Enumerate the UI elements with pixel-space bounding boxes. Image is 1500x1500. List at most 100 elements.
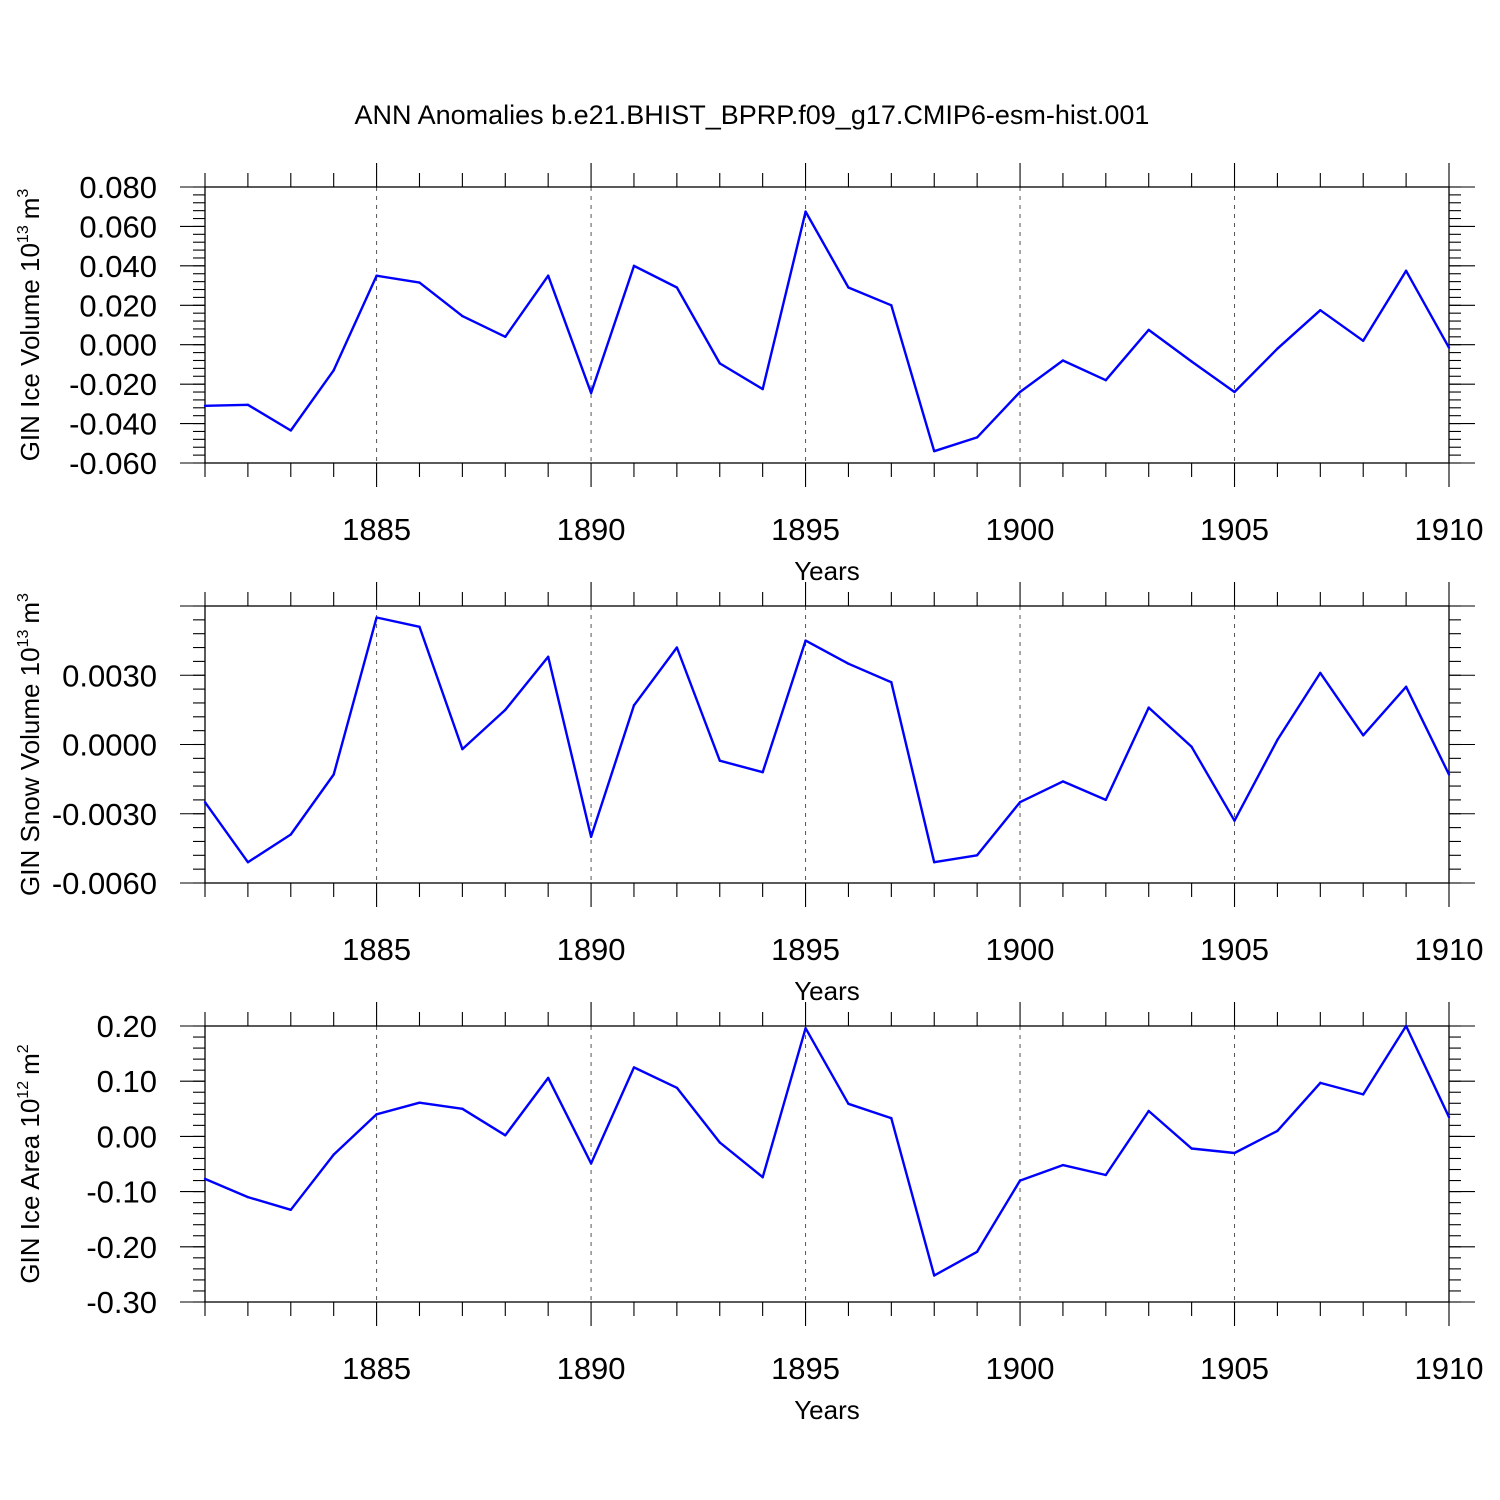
data-point (203, 404, 207, 408)
data-point (1147, 328, 1150, 332)
data-point (375, 616, 378, 619)
data-point (1404, 1024, 1408, 1028)
x-tick-label: 1910 (1415, 1351, 1484, 1386)
data-point (289, 833, 292, 836)
data-point (461, 314, 464, 318)
y-axis-label: GIN Ice Area 1012m2 (15, 1044, 45, 1283)
y-tick-label: 0.0030 (62, 658, 157, 693)
x-tick-label: 1885 (342, 932, 411, 967)
data-point (847, 1102, 850, 1106)
data-point (804, 639, 807, 642)
data-point (1104, 798, 1108, 802)
data-point (933, 861, 936, 864)
data-point (1447, 1115, 1451, 1119)
data-point (289, 429, 292, 432)
data-point (890, 304, 893, 307)
chart-title: ANN Anomalies b.e21.BHIST_BPRP.f09_g17.C… (355, 100, 1150, 130)
x-tick-label: 1900 (986, 1351, 1055, 1386)
x-tick-label: 1890 (557, 512, 626, 547)
data-point (504, 1134, 507, 1137)
data-point (1190, 745, 1193, 749)
x-axis-label: Years (794, 1395, 860, 1425)
y-tick-label: 0.0000 (62, 728, 157, 763)
data-point (1061, 1163, 1065, 1167)
data-point (1147, 1109, 1150, 1113)
y-axis-label: GIN Snow Volume 1013m3 (15, 593, 45, 896)
data-point (1018, 801, 1022, 804)
data-point (1447, 346, 1451, 349)
y-tick-label: -0.020 (69, 367, 157, 402)
series-line (204, 210, 1451, 453)
data-point (1233, 1151, 1236, 1155)
y-tick-label: 0.20 (97, 1009, 157, 1044)
data-point (1319, 1081, 1322, 1085)
data-point (461, 747, 464, 751)
data-point (546, 655, 550, 658)
data-point (933, 1274, 936, 1277)
data-point (1276, 738, 1279, 742)
x-tick-label: 1895 (771, 512, 840, 547)
data-point (761, 387, 764, 391)
data-point (632, 704, 636, 707)
x-tick-label: 1885 (342, 1351, 411, 1386)
x-tick-label: 1895 (771, 1351, 840, 1386)
data-point (718, 1141, 721, 1144)
data-point (289, 1208, 292, 1212)
data-point (418, 625, 421, 628)
data-point (1233, 819, 1236, 822)
data-point (675, 286, 679, 289)
x-tick-label: 1905 (1200, 932, 1269, 967)
y-tick-label: -0.0060 (52, 866, 157, 901)
x-tick-label: 1900 (986, 512, 1055, 547)
x-tick-label: 1905 (1200, 512, 1269, 547)
data-point (761, 771, 764, 774)
series-line (204, 616, 1451, 864)
data-point (1061, 780, 1065, 783)
y-tick-label: 0.00 (97, 1119, 157, 1154)
data-point (1319, 309, 1322, 312)
y-tick-label: 0.020 (79, 288, 157, 323)
data-point (847, 662, 850, 665)
data-point (1447, 773, 1451, 776)
data-point (847, 286, 850, 289)
x-axis-label: Years (794, 976, 860, 1006)
data-point (375, 274, 378, 277)
data-point (933, 449, 936, 453)
data-point (546, 274, 550, 277)
data-point (718, 759, 721, 762)
data-point (546, 1076, 550, 1080)
data-point (1276, 1129, 1279, 1133)
data-point (418, 281, 421, 284)
data-point (246, 1195, 250, 1199)
y-tick-label: -0.040 (69, 407, 157, 442)
x-tick-label: 1890 (557, 1351, 626, 1386)
x-tick-label: 1895 (771, 932, 840, 967)
x-tick-label: 1910 (1415, 512, 1484, 547)
panel-2: -0.0060 -0.0030 0.0000 0.0030 1885 1890 1895 19… (15, 582, 1483, 1006)
data-point (418, 1101, 421, 1104)
data-point (461, 1107, 464, 1111)
data-point (203, 1177, 207, 1181)
data-point (1404, 269, 1408, 272)
y-tick-label: 0.040 (79, 249, 157, 284)
x-axis-label: Years (794, 556, 860, 586)
x-tick-label: 1885 (342, 512, 411, 547)
data-point (1147, 706, 1150, 709)
plot-frame (204, 605, 1450, 884)
data-point (246, 861, 250, 864)
y-tick-label: -0.20 (86, 1230, 157, 1265)
y-tick-label: 0.080 (79, 170, 157, 205)
plot-frame (204, 186, 1450, 464)
data-point (675, 1086, 679, 1090)
data-point (890, 680, 893, 684)
x-tick-label: 1910 (1415, 932, 1484, 967)
y-tick-label: -0.060 (69, 446, 157, 481)
data-point (589, 835, 593, 839)
y-axis-label: GIN Ice Volume 1013m3 (15, 189, 45, 462)
data-point (761, 1176, 764, 1179)
data-point (246, 403, 250, 407)
data-point (1104, 379, 1108, 382)
data-point (804, 1027, 807, 1030)
y-tick-label: -0.0030 (52, 797, 157, 832)
data-point (1404, 685, 1408, 688)
